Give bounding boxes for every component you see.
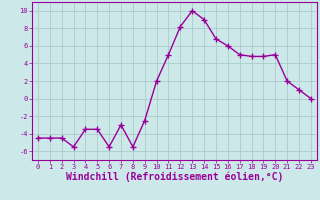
X-axis label: Windchill (Refroidissement éolien,°C): Windchill (Refroidissement éolien,°C) <box>66 172 283 182</box>
